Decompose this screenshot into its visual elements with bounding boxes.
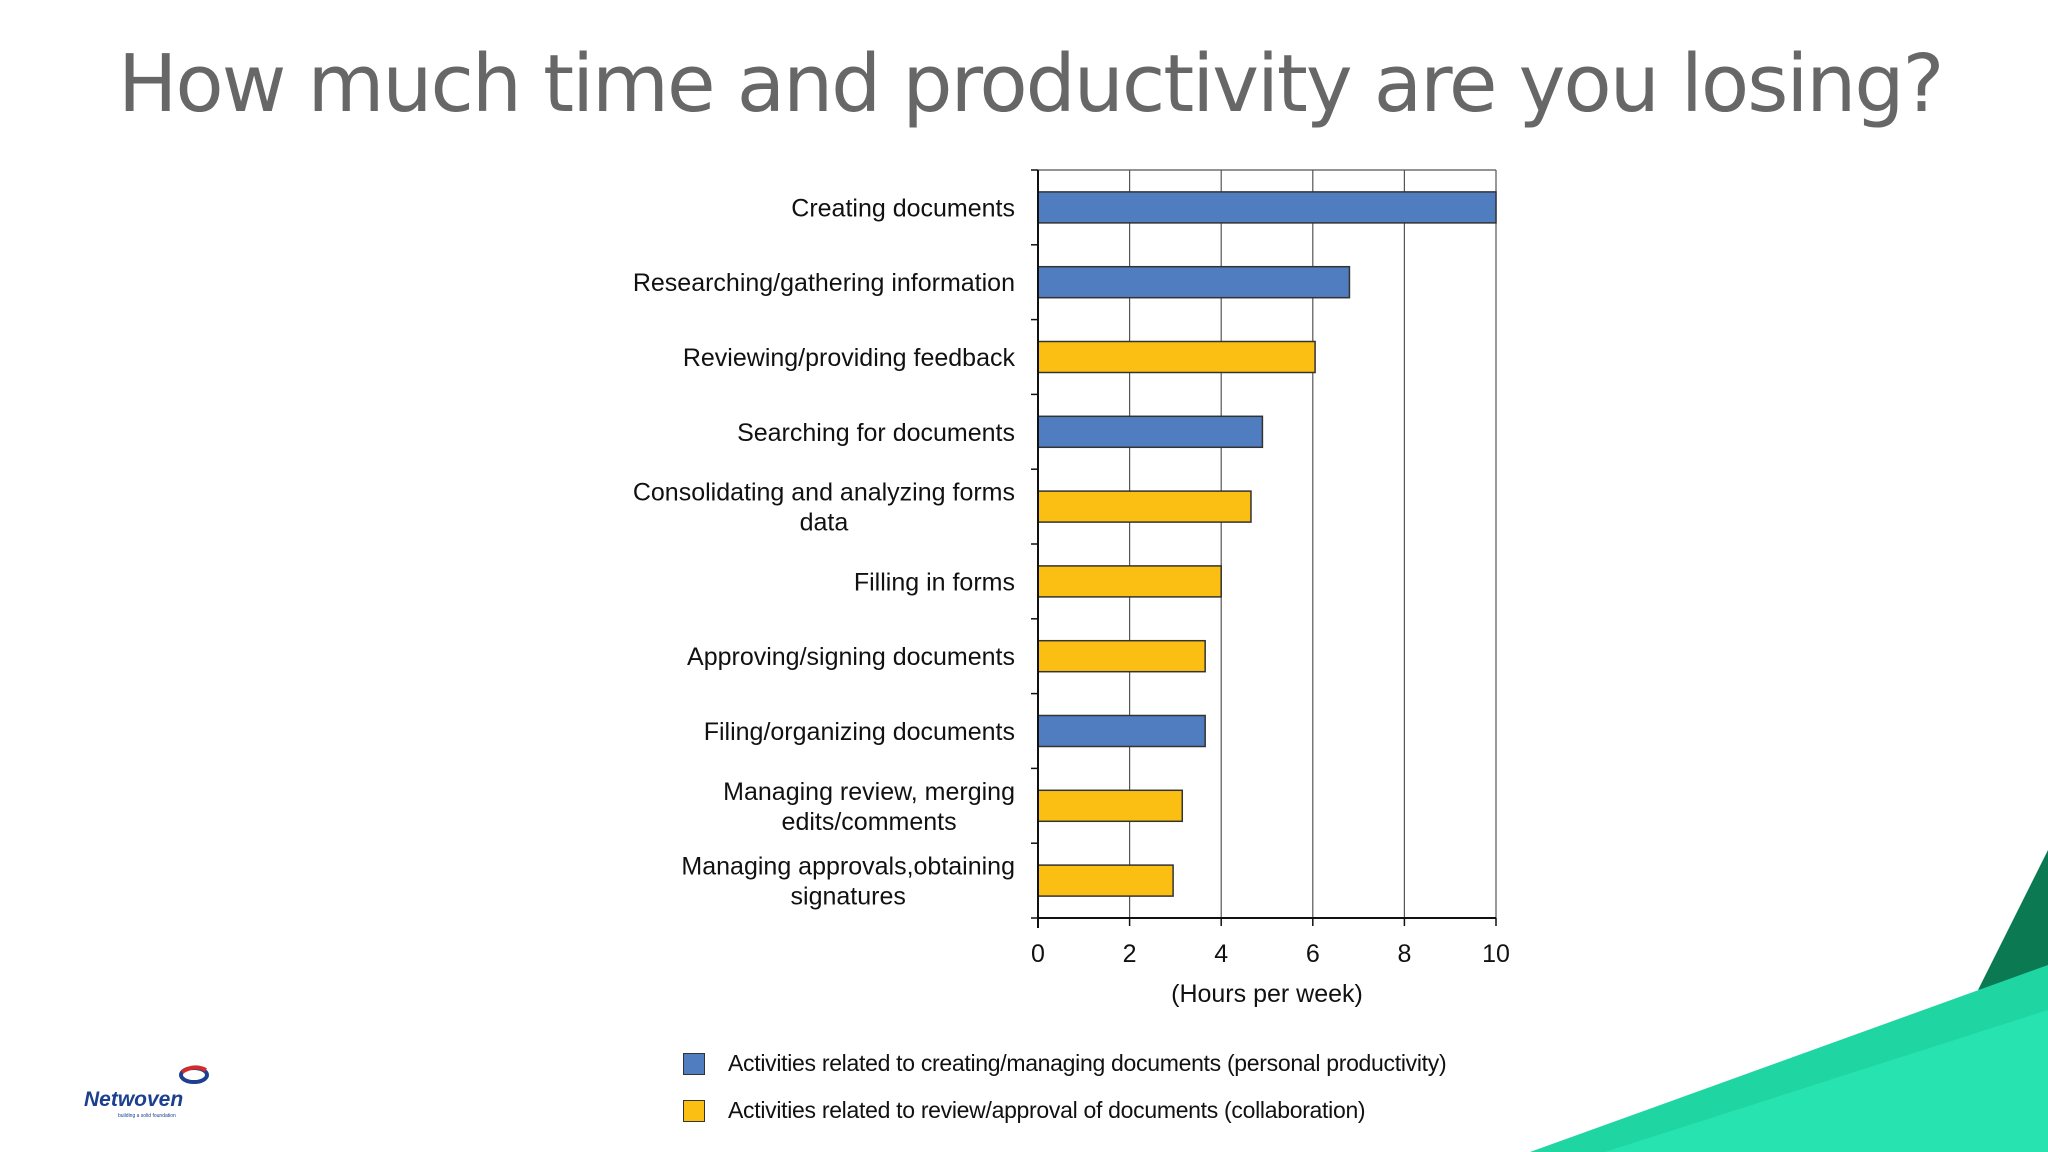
category-label-line: Managing approvals,obtaining	[681, 853, 1015, 881]
category-label-line: Filing/organizing documents	[704, 718, 1015, 746]
x-tick-label: 6	[1306, 940, 1320, 968]
green-wedge-light	[1605, 1010, 2048, 1152]
category-label-0: Creating documents	[791, 194, 1015, 222]
legend-swatch-personal	[683, 1052, 705, 1075]
category-label-line: Searching for documents	[737, 419, 1015, 447]
category-label-1: Researching/gathering information	[633, 269, 1015, 297]
category-label-line: Consolidating and analyzing forms	[633, 479, 1015, 507]
x-tick-label: 0	[1031, 940, 1045, 968]
bar-7	[1037, 714, 1206, 748]
chart-legend: Activities related to creating/managing …	[683, 1040, 1447, 1134]
category-label-8: Managing review, merging edits/comments	[723, 778, 1015, 836]
axes	[1031, 169, 1497, 928]
legend-item-personal: Activities related to creating/managing …	[683, 1040, 1447, 1087]
category-label-7: Filing/organizing documents	[704, 718, 1015, 746]
logo-tagline: building a solid foundation	[118, 1113, 176, 1119]
x-tick-label: 4	[1214, 940, 1228, 968]
legend-label-collaboration: Activities related to review/approval of…	[728, 1097, 1366, 1123]
netwoven-logo: Netwoven building a solid foundation	[84, 1062, 234, 1122]
x-tick-label: 2	[1123, 940, 1137, 968]
bar-4	[1037, 490, 1252, 523]
bars	[1037, 191, 1497, 897]
category-labels: Creating documents Researching/gathering …	[633, 194, 1016, 910]
x-tick-label: 10	[1482, 940, 1510, 968]
category-label-4: Consolidating and analyzing forms data	[633, 479, 1015, 537]
category-label-line: Approving/signing documents	[687, 643, 1015, 671]
logo-wordmark: Netwoven	[84, 1088, 184, 1111]
dark-green-triangle	[1978, 850, 2048, 990]
legend-swatch-collaboration	[683, 1099, 705, 1122]
category-label-6: Approving/signing documents	[687, 643, 1015, 671]
category-label-line: data	[800, 509, 849, 537]
category-label-line: Researching/gathering information	[633, 269, 1015, 297]
legend-label-personal: Activities related to creating/managing …	[728, 1050, 1447, 1076]
category-label-line: Reviewing/providing feedback	[683, 344, 1016, 372]
category-label-5: Filling in forms	[854, 568, 1015, 596]
category-label-line: Managing review, merging	[723, 778, 1015, 806]
category-label-line: signatures	[791, 883, 906, 911]
bar-5	[1037, 565, 1222, 598]
bar-9	[1037, 864, 1174, 897]
logo-swoosh-icon	[179, 1065, 209, 1084]
bar-6	[1037, 639, 1206, 673]
bar-3	[1037, 415, 1264, 449]
x-tick-label: 8	[1397, 940, 1411, 968]
bar-2	[1037, 340, 1316, 374]
category-label-line: edits/comments	[782, 808, 957, 836]
category-label-3: Searching for documents	[737, 419, 1015, 447]
category-label-2: Reviewing/providing feedback	[683, 344, 1016, 372]
x-axis-title: (Hours per week)	[1171, 980, 1363, 1008]
legend-item-collaboration: Activities related to review/approval of…	[683, 1087, 1446, 1134]
slide-title: How much time and productivity are you l…	[118, 38, 1944, 130]
category-label-line: Filling in forms	[854, 568, 1015, 596]
bar-0	[1037, 191, 1497, 224]
category-label-line: Creating documents	[791, 194, 1015, 222]
tick-labels: 0 2 4 6 8 10	[1031, 940, 1510, 968]
category-label-9: Managing approvals,obtaining signatures	[681, 853, 1015, 911]
